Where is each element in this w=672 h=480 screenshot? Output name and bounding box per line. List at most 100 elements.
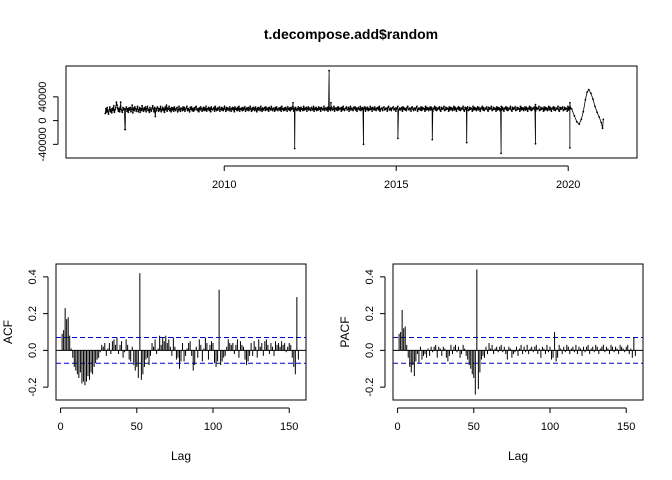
ts-data-point	[153, 110, 155, 113]
ts-data-point	[602, 118, 605, 121]
ts-data-point	[354, 109, 357, 111]
acf-y-tick-label: 0.4	[27, 269, 39, 284]
ts-data-point	[179, 110, 182, 112]
ts-data-point	[314, 108, 317, 111]
ts-data-point	[419, 109, 422, 111]
ts-data-point	[164, 109, 167, 111]
ts-data-point	[288, 107, 291, 109]
ts-data-point	[499, 109, 501, 112]
ts-data-point	[195, 105, 198, 108]
ts-data-point	[495, 110, 497, 112]
ts-data-point	[325, 109, 328, 111]
ts-data-point	[277, 109, 279, 112]
ts-data-point	[180, 107, 183, 110]
ts-data-point	[534, 110, 537, 112]
acf-x-tick-label: 150	[280, 421, 298, 433]
ts-data-point	[297, 106, 300, 108]
ts-data-point	[224, 110, 227, 112]
ts-data-point	[124, 128, 127, 131]
ts-data-point	[423, 107, 426, 110]
ts-data-point	[182, 109, 185, 111]
ts-data-point	[255, 108, 257, 111]
ts-data-point	[155, 109, 158, 112]
ts-data-point	[226, 109, 229, 111]
ts-data-point	[107, 113, 110, 115]
ts-data-point	[383, 106, 385, 108]
ts-data-point	[144, 106, 147, 108]
ts-data-point	[594, 105, 596, 108]
ts-data-point	[478, 108, 481, 111]
pacf-x-tick-label: 100	[541, 421, 559, 433]
ts-data-point	[269, 109, 272, 111]
ts-data-point	[228, 106, 231, 108]
ts-data-point	[105, 111, 108, 114]
acf-y-tick-label: -0.2	[27, 378, 39, 397]
ts-data-point	[375, 109, 377, 112]
ts-data-point	[259, 105, 262, 108]
ts-data-point	[218, 106, 221, 108]
ts-data-point	[471, 110, 474, 112]
ts-data-point	[424, 110, 426, 112]
ts-data-point	[141, 108, 144, 111]
ts-data-point	[232, 107, 235, 109]
ts-data-point	[154, 115, 157, 118]
ts-data-point	[466, 106, 469, 108]
ts-data-point	[201, 110, 204, 112]
ts-data-point	[518, 110, 521, 112]
ts-data-point	[242, 106, 244, 109]
ts-data-point	[311, 109, 314, 111]
ts-data-point	[414, 109, 417, 111]
ts-data-point	[210, 106, 213, 108]
ts-data-point	[356, 110, 358, 112]
ts-data-point	[250, 110, 253, 112]
ts-data-point	[377, 106, 379, 109]
ts-data-point	[129, 106, 132, 109]
ts-data-point	[596, 111, 598, 114]
ts-data-point	[569, 147, 571, 149]
acf-x-tick-label: 100	[204, 421, 222, 433]
ts-data-point	[296, 107, 299, 110]
ts-data-point	[200, 107, 203, 110]
ts-data-point	[353, 107, 356, 110]
ts-data-point	[244, 110, 247, 112]
ts-data-point	[557, 105, 559, 108]
ts-data-point	[491, 109, 494, 111]
ts-data-point	[447, 110, 450, 112]
ts-data-point	[249, 105, 252, 108]
ts-data-point	[534, 103, 537, 106]
acf-x-axis-title: Lag	[171, 449, 191, 463]
ts-data-point	[244, 106, 246, 108]
ts-data-point	[193, 109, 196, 111]
ts-data-point	[126, 110, 128, 112]
ts-data-point	[223, 105, 226, 108]
ts-data-point	[300, 106, 302, 109]
ts-data-point	[279, 106, 282, 109]
ts-data-point	[550, 110, 553, 112]
ts-data-point	[323, 109, 326, 112]
ts-data-point	[266, 109, 269, 111]
ts-data-point	[183, 106, 186, 109]
ts-data-point	[356, 108, 359, 111]
ts-data-point	[329, 109, 332, 112]
ts-data-point	[451, 109, 454, 112]
time-series-panel: -40000 0 40000 2010 2015 2020	[37, 65, 638, 191]
ts-data-point	[213, 106, 215, 109]
ts-data-point	[114, 109, 116, 111]
acf-y-tick-label: 0.2	[27, 306, 39, 321]
ts-data-point	[205, 110, 208, 112]
ts-data-point	[455, 110, 458, 112]
ts-data-point	[196, 109, 199, 112]
ts-data-point	[315, 106, 317, 109]
ts-data-point	[273, 107, 275, 110]
ts-data-point	[137, 110, 140, 113]
ts-data-point	[305, 106, 308, 109]
ts-data-point	[509, 105, 512, 108]
ts-data-point	[345, 106, 348, 108]
ts-data-point	[558, 110, 561, 112]
ts-data-point	[264, 109, 267, 112]
ts-data-point	[273, 110, 276, 112]
ts-data-point	[470, 107, 473, 110]
ts-data-point	[293, 147, 296, 150]
ts-data-point	[247, 106, 250, 109]
ts-data-point	[168, 105, 171, 108]
